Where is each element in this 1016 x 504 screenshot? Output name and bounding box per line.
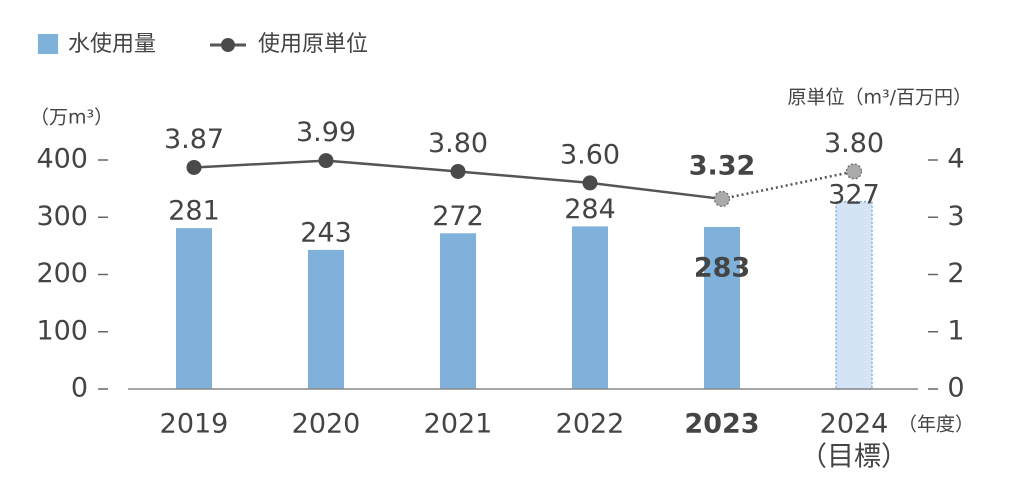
y-tick-label: 300 [36,201,88,232]
line-value-label: 3.80 [428,128,488,159]
bar-value-label: 283 [694,252,750,283]
x-axis-unit: （年度） [898,414,974,436]
x-tick-note: （目標） [800,442,908,473]
legend-label: 水使用量 [68,32,156,57]
line-value-label: 3.87 [164,124,224,155]
y2-tick-label: 1 [947,315,964,346]
y2-tick-label: 0 [947,373,964,404]
bar [308,249,344,389]
line-value-label: 3.60 [560,139,620,170]
line-marker [318,153,334,169]
line-marker [713,190,731,208]
y-tick-label: 0 [71,373,88,404]
line-segment [193,159,327,169]
line-segment [589,181,723,201]
y-tick-label: 400 [36,144,88,175]
y-tick-label: 200 [36,258,88,289]
bar-value-label: 272 [432,201,484,232]
line-marker [582,175,598,191]
line-segment [325,159,459,173]
line-marker [450,163,466,179]
line-marker [186,159,202,175]
x-tick-label: 2020 [292,409,361,440]
legend-label: 使用原単位 [258,32,368,57]
y2-tick-label: 3 [947,201,964,232]
y-tick-label: 100 [36,315,88,346]
line-value-label: 3.32 [689,150,756,181]
bar-value-label: 284 [564,194,616,225]
legend-swatch-bar [38,34,58,54]
line-value-label: 3.80 [824,128,884,159]
bar [572,226,608,389]
y-axis-unit: （万m³） [30,107,113,129]
line-value-label: 3.99 [296,117,356,148]
line-marker [845,163,863,180]
bar [176,228,212,389]
bar-value-label: 243 [300,217,352,248]
bar [704,226,740,389]
legend-swatch-marker [221,38,235,52]
x-tick-label: 2024 [820,409,889,440]
x-tick-label: 2022 [556,409,625,440]
bar-value-label: 327 [828,179,880,210]
x-tick-label: 2019 [160,409,229,440]
bar [835,201,873,390]
x-tick-label: 2021 [424,409,493,440]
y2-tick-label: 4 [947,144,964,175]
bar [440,233,476,389]
bar-value-label: 281 [168,196,220,227]
line-segment [457,170,591,185]
y2-axis-unit: 原単位（m³/百万円） [787,87,972,109]
y2-tick-label: 2 [947,258,964,289]
x-tick-label: 2023 [684,409,759,440]
